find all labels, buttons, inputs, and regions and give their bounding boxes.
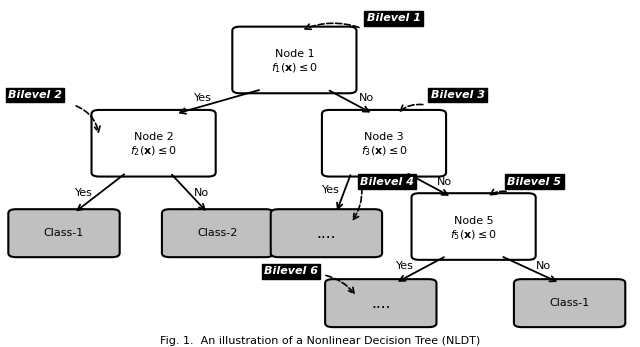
Text: Yes: Yes bbox=[396, 261, 413, 271]
Text: $f_3(\mathbf{x}) \leq 0$: $f_3(\mathbf{x}) \leq 0$ bbox=[360, 145, 408, 158]
Text: Fig. 1.  An illustration of a Nonlinear Decision Tree (NLDT): Fig. 1. An illustration of a Nonlinear D… bbox=[160, 337, 480, 346]
Text: Bilevel 3: Bilevel 3 bbox=[431, 90, 484, 100]
Text: Class-2: Class-2 bbox=[197, 228, 238, 238]
Text: No: No bbox=[536, 261, 551, 271]
Text: Node 3: Node 3 bbox=[364, 132, 404, 142]
FancyBboxPatch shape bbox=[232, 27, 356, 93]
FancyBboxPatch shape bbox=[514, 279, 625, 327]
FancyBboxPatch shape bbox=[412, 193, 536, 260]
Text: Yes: Yes bbox=[194, 93, 211, 103]
FancyBboxPatch shape bbox=[92, 110, 216, 177]
Text: Node 5: Node 5 bbox=[454, 215, 493, 226]
FancyBboxPatch shape bbox=[162, 209, 273, 257]
Text: ....: .... bbox=[371, 296, 390, 311]
Text: Bilevel 5: Bilevel 5 bbox=[508, 177, 561, 187]
Text: Class-1: Class-1 bbox=[550, 298, 589, 308]
FancyBboxPatch shape bbox=[271, 209, 382, 257]
Text: $f_5(\mathbf{x}) \leq 0$: $f_5(\mathbf{x}) \leq 0$ bbox=[450, 228, 497, 242]
Text: Bilevel 1: Bilevel 1 bbox=[367, 13, 420, 23]
Text: Node 2: Node 2 bbox=[134, 132, 173, 142]
Text: ....: .... bbox=[317, 226, 336, 241]
FancyBboxPatch shape bbox=[325, 279, 436, 327]
Text: $f_2(\mathbf{x}) \leq 0$: $f_2(\mathbf{x}) \leq 0$ bbox=[130, 145, 177, 158]
Text: Class-1: Class-1 bbox=[44, 228, 84, 238]
Text: Yes: Yes bbox=[75, 188, 93, 198]
Text: Node 1: Node 1 bbox=[275, 49, 314, 59]
Text: No: No bbox=[437, 177, 452, 187]
Text: Bilevel 6: Bilevel 6 bbox=[264, 266, 318, 277]
Text: No: No bbox=[358, 93, 374, 103]
Text: No: No bbox=[194, 188, 209, 198]
Text: Bilevel 2: Bilevel 2 bbox=[8, 90, 62, 100]
Text: Yes: Yes bbox=[322, 185, 340, 195]
FancyBboxPatch shape bbox=[322, 110, 446, 177]
Text: $f_1(\mathbf{x}) \leq 0$: $f_1(\mathbf{x}) \leq 0$ bbox=[271, 61, 318, 75]
Text: Bilevel 4: Bilevel 4 bbox=[360, 177, 414, 187]
FancyBboxPatch shape bbox=[8, 209, 120, 257]
